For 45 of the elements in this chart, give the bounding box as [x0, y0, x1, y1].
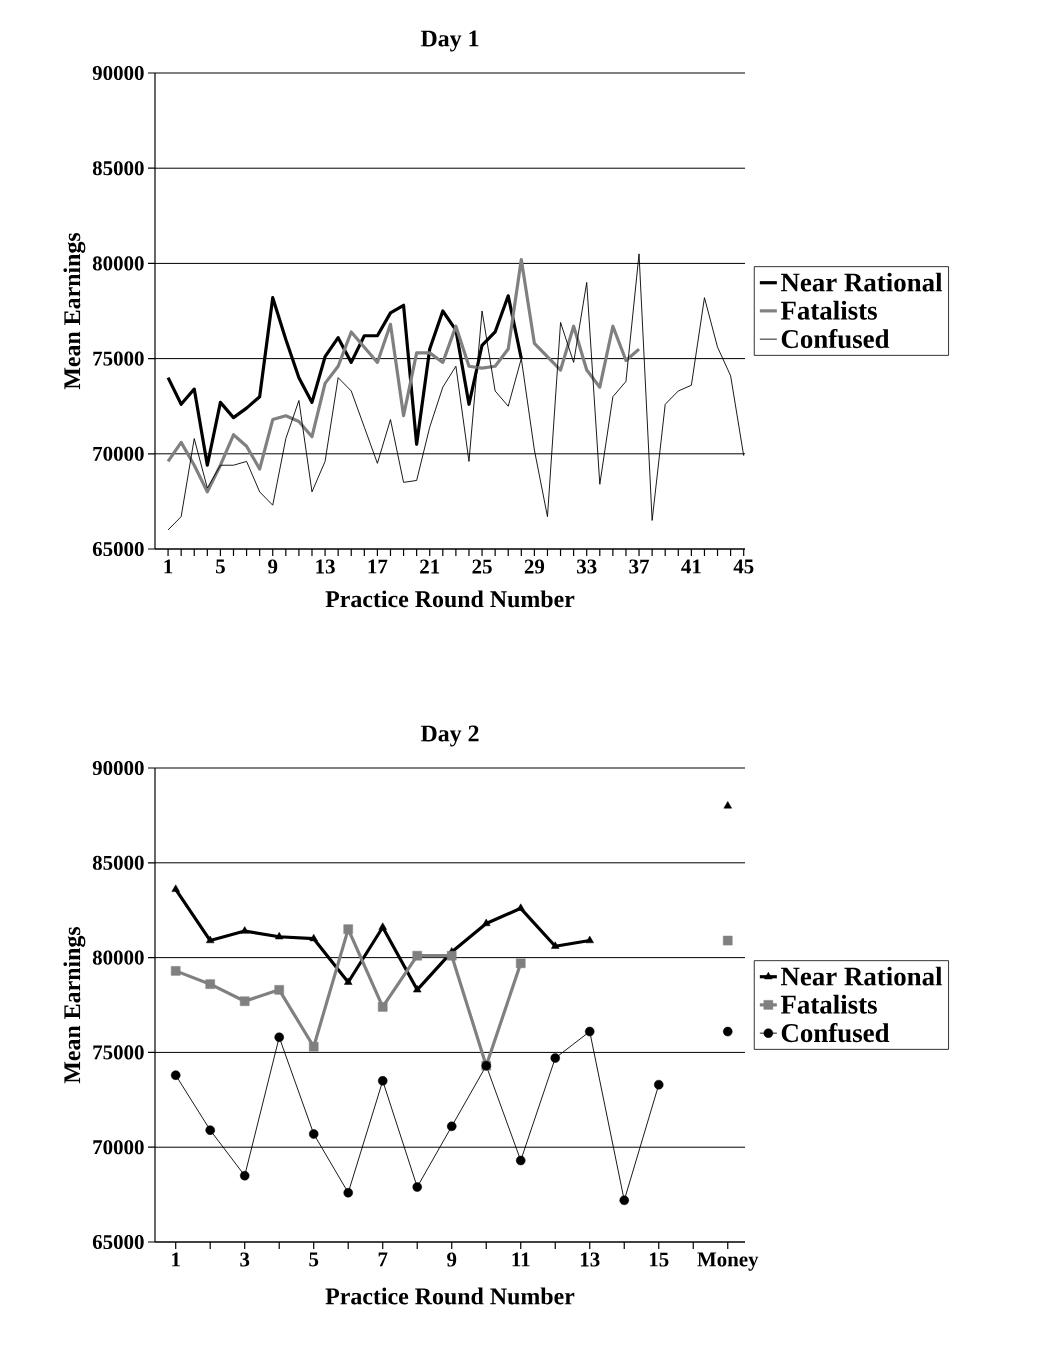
x-axis-title: Practice Round Number: [325, 1287, 575, 1305]
x-tick-label: 45: [733, 559, 754, 574]
y-axis-title: Mean Earnings: [63, 926, 86, 1084]
y-tick-label: 85000: [92, 855, 144, 870]
x-tick-label: 13: [580, 1252, 600, 1267]
legend-label: Fatalists: [780, 994, 877, 1014]
legend-label: Confused: [781, 328, 890, 349]
x-tick-label: 25: [472, 559, 492, 574]
x-tick-label: 9: [447, 1252, 457, 1267]
y-tick-label: 65000: [92, 541, 144, 557]
y-tick-label: 80000: [92, 950, 144, 965]
x-tick-label: 37: [629, 559, 649, 574]
x-tick-label: 13: [316, 559, 335, 574]
x-tick-label: 5: [216, 559, 225, 574]
y-tick-label: 90000: [92, 760, 144, 776]
chart-title: Day 1: [420, 30, 479, 52]
x-tick-label: 1: [172, 1252, 180, 1267]
y-tick-label: 75000: [93, 351, 144, 366]
x-tick-label: 7: [378, 1252, 388, 1267]
y-tick-label: 70000: [93, 446, 144, 461]
y-tick-label: 90000: [92, 65, 144, 81]
x-tick-label: 11: [512, 1252, 530, 1267]
x-tick-label: 3: [240, 1252, 250, 1267]
x-tick-label: 9: [268, 559, 278, 574]
y-tick-label: 70000: [93, 1140, 144, 1155]
legend-label: Near Rational: [780, 272, 943, 292]
x-tick-label: 15: [649, 1252, 669, 1267]
legend-label: Fatalists: [780, 300, 877, 320]
y-axis-title: Mean Earnings: [63, 232, 86, 390]
x-tick-label: 29: [524, 559, 545, 574]
legend-label: Near Rational: [780, 966, 943, 986]
x-axis-title: Practice Round Number: [325, 590, 575, 608]
x-tick-label: 1: [164, 559, 173, 574]
chart-title: Day 2: [420, 725, 479, 747]
y-tick-label: 65000: [92, 1234, 144, 1250]
legend-label: Confused: [781, 1022, 890, 1043]
x-tick-label: 5: [309, 1252, 319, 1267]
x-tick-label: 41: [681, 559, 701, 574]
y-tick-label: 80000: [92, 256, 144, 271]
y-tick-label: 75000: [93, 1045, 144, 1060]
x-tick-label: 33: [577, 559, 597, 574]
x-tick-label: 21: [420, 559, 440, 574]
x-tick-label: Money: [697, 1252, 759, 1271]
y-tick-label: 85000: [92, 161, 144, 176]
x-tick-label: 17: [368, 559, 388, 574]
